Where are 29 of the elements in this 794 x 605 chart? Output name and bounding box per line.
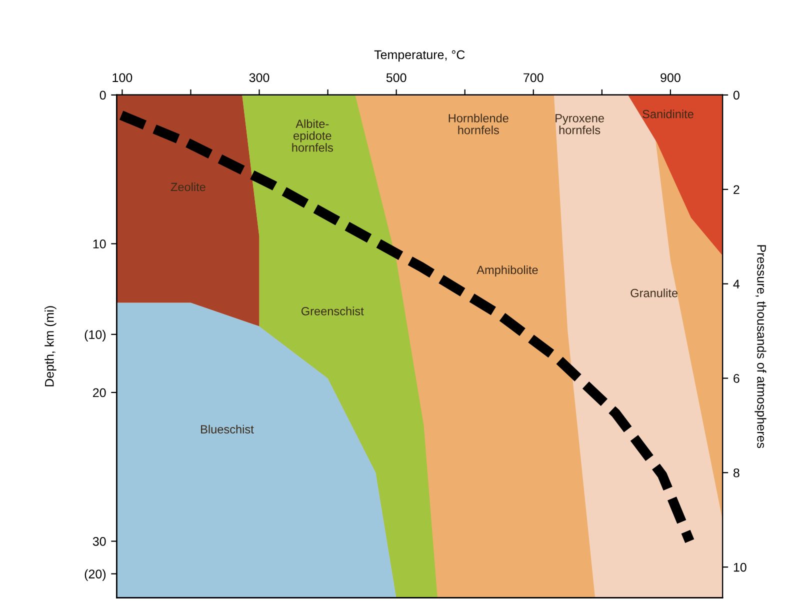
y2-tick-label: 6: [734, 374, 740, 383]
annotation: Zeolite: [170, 182, 206, 192]
annotation: Greenschist: [301, 306, 364, 316]
y2-tick-label: 8: [734, 468, 740, 478]
annotation: Hornblende hornfels: [448, 114, 508, 134]
annotation: Blueschist: [201, 424, 254, 434]
y2-axis-title: Pressure, thousands of atmospheres: [754, 245, 766, 448]
y-tick-label: 20: [93, 388, 106, 398]
y-axis-title: Depth, km (mi): [44, 306, 56, 386]
x-tick-label: 900: [660, 73, 680, 82]
annotation: Sanidinite: [642, 110, 694, 118]
x-tick-label: 100: [112, 73, 132, 82]
y-tick-label: 0: [100, 90, 106, 100]
x-tick-label: 700: [524, 73, 544, 82]
y2-tick-label: 2: [734, 185, 740, 194]
y3-tick-label: (10): [84, 330, 106, 342]
x-axis-title: Temperature, °C: [374, 50, 465, 62]
annotation: Pyroxene hornfels: [556, 114, 604, 134]
annotation: Granulite: [630, 288, 678, 298]
y2-tick-label: 0: [733, 90, 740, 100]
x-tick-label: 300: [249, 73, 270, 82]
y2-tick-label: 10: [734, 562, 746, 572]
annotation: Albite- epidote hornfels: [292, 119, 333, 152]
y-tick-label: 30: [92, 537, 106, 546]
annotation: Amphibolite: [476, 265, 538, 276]
y-tick-label: 10: [93, 240, 106, 248]
x-tick-label: 500: [386, 73, 406, 82]
y2-tick-label: 4: [733, 280, 740, 288]
y3-tick-label: (20): [84, 569, 106, 581]
